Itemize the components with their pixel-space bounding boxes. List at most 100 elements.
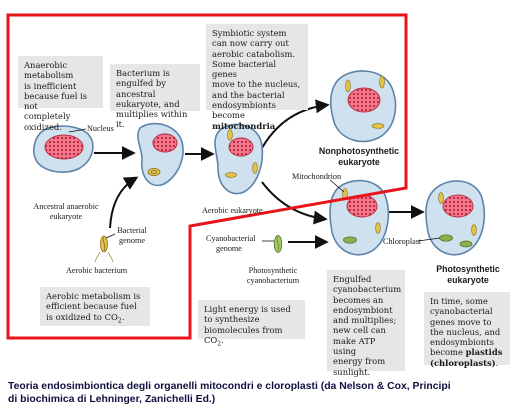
label-photosynthetic-cyanobacterium: Photosynthetic cyanobacterium — [238, 266, 308, 285]
chloroplasts-term: (chloroplasts) — [430, 357, 496, 368]
box-line: is inefficient — [24, 80, 77, 91]
subscript: 2 — [217, 340, 222, 348]
box-line: sunlight. — [333, 366, 371, 377]
box-line: engulfed by ancestral — [116, 78, 166, 99]
box-aerobic-metabolism: Aerobic metabolism is efficient because … — [40, 287, 150, 326]
box-line: endosymbionts become — [212, 100, 276, 121]
period: . — [275, 120, 278, 131]
box-line: (chloroplasts). — [430, 358, 504, 368]
box-line: new cell can — [333, 325, 386, 336]
box-line: and the bacterial — [212, 89, 285, 100]
box-bacterium-engulfed: Bacterium is engulfed by ancestral eukar… — [110, 64, 200, 129]
label-line: Photosynthetic — [436, 264, 500, 274]
label-line: Cyanobacterial — [206, 234, 256, 243]
box-line: efficient because fuel — [46, 301, 137, 312]
box-in-time: In time, some cyanobacterial genes move … — [424, 292, 510, 368]
plastids-term: plastids — [465, 347, 503, 358]
box-line: because fuel is not — [24, 90, 88, 112]
photosynthetic-cyanobacterium — [273, 235, 283, 253]
box-line: move to the nucleus, — [212, 79, 301, 90]
red-highlight-outline — [6, 13, 408, 340]
box-line: and multiplies; — [333, 315, 397, 326]
box-line: In time, some — [430, 296, 488, 306]
box-line: energy from — [333, 356, 386, 367]
box-line: the nucleus, and — [430, 326, 501, 337]
period: . — [495, 357, 499, 368]
label-line: eukaryote — [338, 156, 380, 167]
box-symbiotic-system: Symbiotic system can now carry out aerob… — [206, 24, 308, 131]
label-ancestral-eukaryote: Ancestral anaerobic eukaryote — [24, 202, 108, 221]
box-line: becomes an — [333, 294, 384, 305]
nucleus-pointer — [68, 128, 87, 133]
engulfed-bacterium-cell — [137, 122, 184, 187]
box-light-energy: Light energy is used to synthesize biomo… — [198, 300, 305, 348]
box-line: endosymbionts — [430, 337, 494, 348]
box-line: eukaryote, and — [116, 98, 180, 109]
label-line: Ancestral anaerobic — [33, 202, 99, 211]
box-line: Bacterium is — [116, 68, 170, 78]
box-line: multiplies within it. — [116, 109, 188, 130]
text-fragment: biomolecules from CO — [204, 324, 283, 345]
subscript: 2 — [117, 317, 122, 325]
box-anaerobic-metabolism: Anaerobic metabolism is inefficient beca… — [18, 56, 103, 132]
label-line: Photosynthetic — [248, 266, 298, 275]
photosynthetic-eukaryote-cell — [425, 180, 486, 256]
figure-caption: Teoria endosimbiontica degli organelli m… — [8, 380, 516, 406]
ancestral-anaerobic-eukaryote — [33, 125, 94, 173]
period: . — [121, 311, 125, 322]
arrow-bacterium-up — [109, 176, 139, 229]
arrow-aerobic-to-engulfing — [261, 181, 328, 225]
box-line: can now carry out — [212, 38, 289, 49]
bacterial-genome-pointer — [105, 233, 116, 239]
label-aerobic-eukaryote: Aerobic eukaryote — [202, 206, 263, 215]
chloroplast-pointer — [417, 237, 441, 242]
mitochondrion-pointer — [329, 179, 345, 193]
nucleus-shape — [44, 134, 84, 160]
box-engulfed-cyanobacterium: Engulfed cyanobacterium becomes an endos… — [327, 270, 405, 377]
box-line: make ATP using — [333, 335, 376, 357]
label-line: eukaryote — [49, 211, 83, 221]
arrow-aerobic-to-nonphoto — [261, 99, 330, 149]
mitochondria-term: mitochondria — [212, 120, 276, 131]
nonphotosynthetic-eukaryote-cell — [329, 70, 397, 143]
box-line: aerobic catabolism. — [212, 48, 296, 59]
label-line: Nonphotosynthetic — [318, 146, 400, 156]
box-line: completely oxidized. — [24, 111, 71, 132]
label-mitochondrion: Mitochondrion — [292, 172, 342, 181]
period: . — [221, 334, 224, 345]
box-line: to synthesize — [204, 314, 260, 325]
label-nonphotosynthetic-eukaryote: Nonphotosynthetic eukaryote — [310, 146, 408, 167]
label-nucleus: Nucleus — [87, 124, 114, 133]
label-line: genome — [119, 235, 145, 245]
box-line: Symbiotic system — [212, 28, 287, 38]
box-line: Some bacterial genes — [212, 58, 277, 80]
label-photosynthetic-eukaryote: Photosynthetic eukaryote — [420, 264, 516, 285]
box-line: biomolecules from CO2. — [204, 325, 299, 350]
label-bacterial-genome: Bacterial genome — [112, 226, 152, 245]
box-line: become plastids — [430, 347, 504, 357]
label-line: eukaryote — [447, 274, 489, 285]
box-line: mitochondria. — [212, 121, 302, 131]
aerobic-bacterium — [94, 235, 114, 263]
label-line: Bacterial — [117, 226, 147, 235]
box-line: Light energy is used — [204, 304, 291, 314]
text-fragment: become — [430, 347, 463, 358]
caption-line: Teoria endosimbiontica degli organelli m… — [8, 381, 451, 392]
label-chloroplast: Chloroplast — [383, 237, 422, 246]
aerobic-eukaryote-cell — [214, 123, 264, 195]
text-fragment: is oxidized to CO — [46, 311, 118, 322]
label-line: genome — [216, 243, 242, 253]
box-line: genes move to — [430, 316, 492, 327]
box-line: Aerobic metabolism is — [46, 291, 141, 301]
label-cyanobacterial-genome: Cyanobacterial genome — [206, 234, 256, 253]
box-line: is oxidized to CO2. — [46, 312, 144, 327]
label-line: cyanobacterium — [246, 275, 300, 285]
caption-line: di biochimica di Lehninger, Zanichelli E… — [8, 394, 216, 405]
label-aerobic-bacterium: Aerobic bacterium — [66, 266, 128, 275]
box-line: endosymbiont — [333, 304, 393, 315]
box-line: cyanobacterial — [430, 306, 493, 317]
box-line: metabolism — [24, 70, 74, 81]
box-line: cyanobacterium — [333, 284, 402, 295]
